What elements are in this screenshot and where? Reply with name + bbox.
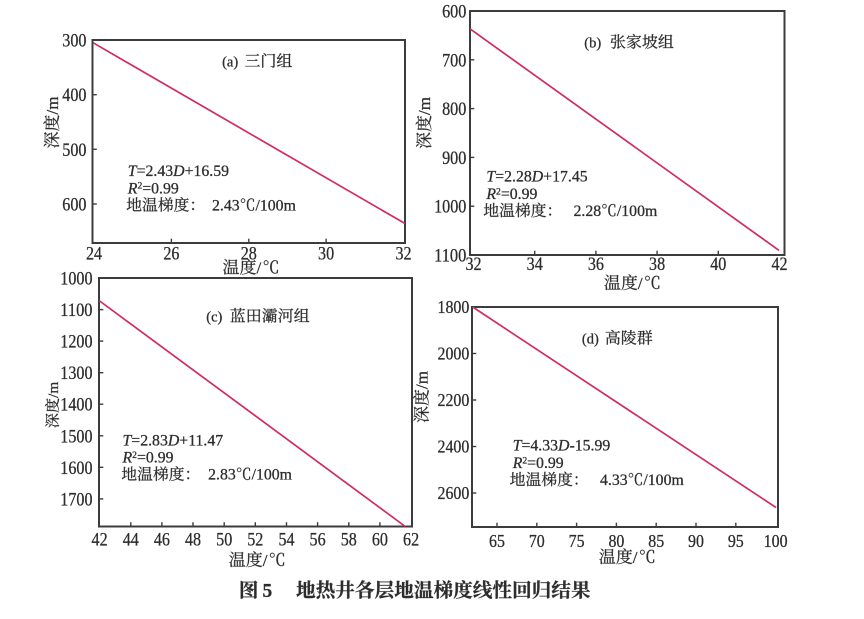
svg-text:1100: 1100 — [434, 246, 466, 267]
svg-text:46: 46 — [154, 530, 170, 551]
svg-text:R2=0.99: R2=0.99 — [127, 180, 179, 197]
svg-text:/: / — [263, 551, 268, 570]
svg-text:/: / — [638, 274, 643, 293]
svg-text:/: / — [257, 258, 262, 277]
svg-text:R2=0.99: R2=0.99 — [512, 455, 564, 472]
svg-text:75: 75 — [569, 531, 585, 551]
svg-text:34: 34 — [527, 254, 544, 275]
svg-text:1500: 1500 — [60, 426, 92, 447]
svg-text:(c): (c) — [206, 310, 222, 326]
svg-text:32: 32 — [465, 254, 481, 275]
svg-text:58: 58 — [341, 530, 357, 551]
svg-text:2.83: 2.83 — [208, 467, 236, 484]
svg-text:(d): (d) — [582, 332, 599, 348]
svg-text:42: 42 — [771, 254, 787, 275]
svg-text:T=4.33D-15.99: T=4.33D-15.99 — [513, 438, 611, 455]
svg-text:100: 100 — [764, 531, 788, 551]
svg-text:28: 28 — [241, 244, 257, 265]
svg-text:1400: 1400 — [60, 395, 92, 416]
svg-text:/m: /m — [45, 382, 62, 398]
svg-text:600: 600 — [62, 195, 86, 216]
svg-text:400: 400 — [62, 85, 86, 106]
svg-text:1000: 1000 — [60, 269, 92, 290]
svg-text:1100: 1100 — [60, 300, 92, 321]
svg-text:95: 95 — [728, 531, 744, 551]
svg-text:70: 70 — [529, 531, 545, 551]
svg-text:600: 600 — [442, 2, 466, 23]
svg-text:24: 24 — [86, 244, 103, 265]
svg-text:5: 5 — [263, 581, 273, 602]
svg-text:62: 62 — [403, 530, 419, 551]
svg-text:30: 30 — [318, 244, 334, 265]
svg-text:2.43: 2.43 — [212, 198, 240, 215]
svg-text:(b): (b) — [584, 36, 601, 52]
svg-text:42: 42 — [92, 530, 108, 551]
svg-text:1600: 1600 — [60, 458, 92, 479]
svg-text:(a): (a) — [222, 55, 238, 71]
svg-text:/m: /m — [413, 371, 432, 389]
svg-text:/m: /m — [415, 97, 434, 115]
svg-text:2000: 2000 — [438, 344, 470, 364]
svg-text:R2=0.99: R2=0.99 — [122, 450, 174, 467]
svg-text:1300: 1300 — [60, 363, 92, 384]
svg-text:32: 32 — [395, 244, 411, 265]
svg-text:T=2.83D+11.47: T=2.83D+11.47 — [123, 432, 224, 449]
svg-text:85: 85 — [648, 531, 664, 551]
svg-text:90: 90 — [688, 531, 704, 551]
svg-text:44: 44 — [123, 530, 140, 551]
svg-text:/m: /m — [43, 97, 62, 115]
svg-text:56: 56 — [310, 530, 326, 551]
svg-text:700: 700 — [442, 50, 466, 71]
svg-text:/: / — [633, 548, 638, 567]
svg-text:2200: 2200 — [438, 390, 470, 410]
svg-text:900: 900 — [442, 148, 466, 169]
svg-text:2.28: 2.28 — [574, 203, 602, 220]
svg-text:40: 40 — [710, 254, 726, 275]
svg-text:48: 48 — [185, 530, 201, 551]
svg-text:/100m: /100m — [252, 467, 293, 484]
svg-text:1700: 1700 — [60, 489, 92, 510]
svg-text:26: 26 — [163, 244, 179, 265]
svg-text:2400: 2400 — [438, 437, 470, 457]
svg-text:1800: 1800 — [438, 297, 470, 317]
svg-text:800: 800 — [442, 99, 466, 120]
svg-text:50: 50 — [216, 530, 232, 551]
svg-text:/100m: /100m — [643, 472, 684, 489]
svg-text:36: 36 — [588, 254, 604, 275]
svg-text:R2=0.99: R2=0.99 — [485, 186, 537, 203]
svg-text:60: 60 — [372, 530, 388, 551]
svg-text:38: 38 — [649, 254, 665, 275]
svg-text:300: 300 — [62, 31, 86, 52]
svg-text:T=2.43D+16.59: T=2.43D+16.59 — [128, 163, 229, 180]
svg-text:T=2.28D+17.45: T=2.28D+17.45 — [486, 169, 587, 186]
svg-text:65: 65 — [489, 531, 505, 551]
svg-text:80: 80 — [608, 531, 624, 551]
svg-text:1000: 1000 — [434, 197, 466, 218]
svg-text:/100m: /100m — [256, 198, 297, 215]
svg-text:54: 54 — [278, 530, 295, 551]
svg-text:2600: 2600 — [438, 483, 470, 503]
svg-text:4.33: 4.33 — [600, 472, 628, 489]
svg-text:1200: 1200 — [60, 332, 92, 353]
svg-text:/100m: /100m — [617, 203, 658, 220]
svg-text:500: 500 — [62, 140, 86, 161]
svg-text:52: 52 — [247, 530, 263, 551]
